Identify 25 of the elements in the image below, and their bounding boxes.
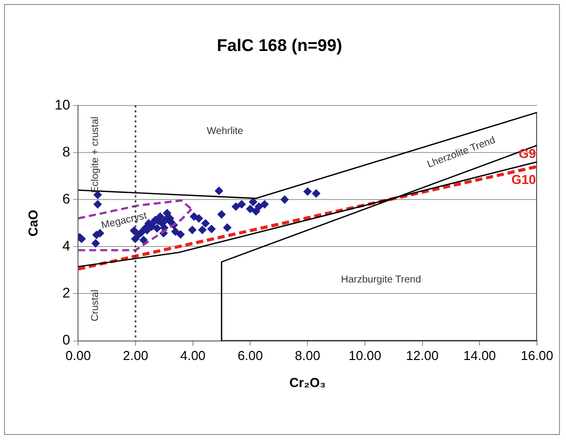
x-tick-label: 16.00 bbox=[520, 348, 554, 364]
x-tick-label: 2.00 bbox=[122, 348, 148, 364]
x-tick-label: 10.00 bbox=[348, 348, 382, 364]
y-tick-label: 4 bbox=[62, 238, 70, 254]
series-label: G10 bbox=[511, 172, 536, 188]
annotation: Megacryst bbox=[100, 210, 148, 232]
y-tick-label: 8 bbox=[62, 143, 70, 160]
annotation: Harzburgite Trend bbox=[340, 274, 422, 286]
y-axis-title: CaO bbox=[25, 210, 40, 236]
x-tick-label: 12.00 bbox=[406, 348, 439, 364]
x-tick-label: 8.00 bbox=[294, 348, 320, 364]
y-tick-label: 2 bbox=[62, 284, 70, 301]
annotation: Crustal bbox=[90, 290, 101, 322]
x-tick-label: 0.00 bbox=[66, 348, 91, 364]
x-tick-label: 14.00 bbox=[463, 348, 496, 364]
x-tick-label: 4.00 bbox=[180, 348, 206, 364]
series-label: G9 bbox=[518, 146, 536, 162]
annotation: Eclogite + crustal bbox=[90, 116, 101, 194]
x-tick-label: 6.00 bbox=[238, 348, 263, 364]
y-tick-label: 0 bbox=[62, 332, 70, 348]
annotation: Wehrlite bbox=[206, 126, 244, 138]
x-axis-title: Cr₂O₃ bbox=[289, 374, 326, 390]
y-tick-label: 10 bbox=[54, 96, 70, 112]
y-tick-label: 6 bbox=[62, 190, 70, 206]
chart-title: FalC 168 (n=99) bbox=[216, 36, 342, 55]
